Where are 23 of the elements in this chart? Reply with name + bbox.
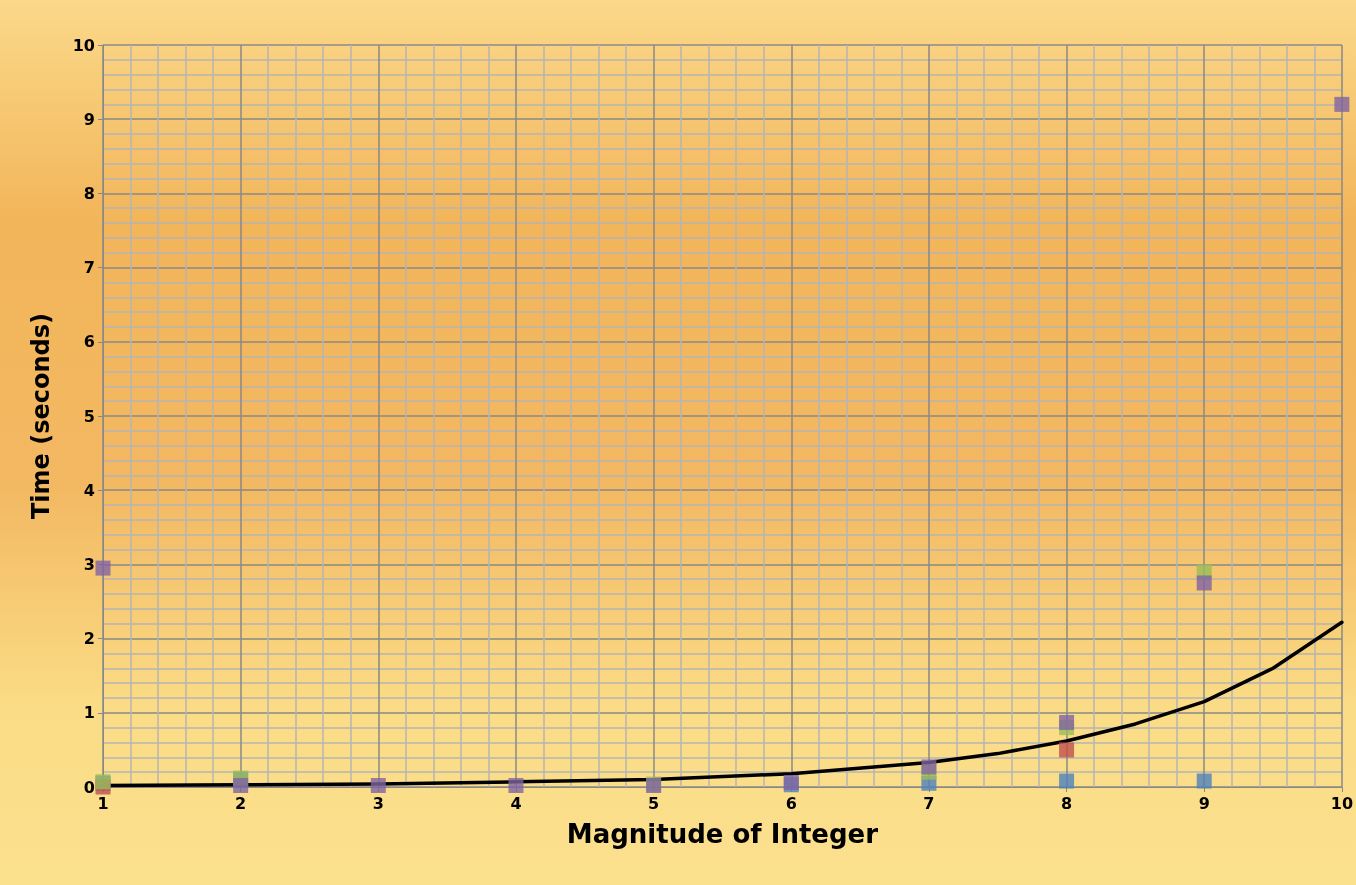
y-tick-label: 2	[83, 629, 95, 649]
y-tick-label: 4	[83, 480, 95, 500]
y-tick-label: 7	[83, 258, 95, 278]
x-tick-label: 4	[510, 793, 522, 813]
y-tick-label: 8	[83, 183, 95, 203]
y-tick-label: 5	[83, 406, 95, 426]
y-axis-title: Time (seconds)	[27, 312, 55, 520]
y-tick-label: 9	[83, 109, 95, 129]
y-tick-label: 6	[83, 332, 95, 352]
x-tick-label: 10	[1330, 793, 1353, 813]
x-tick-label: 8	[1060, 793, 1073, 813]
x-tick-label: 7	[923, 793, 935, 813]
x-axis-title: Magnitude of Integer	[566, 819, 879, 849]
x-tick-label: 3	[372, 793, 384, 813]
x-tick-label: 2	[235, 793, 247, 813]
x-tick-label: 1	[97, 793, 109, 813]
x-tick-label: 5	[648, 793, 660, 813]
y-tick-label: 1	[83, 703, 95, 723]
y-tick-label: 10	[72, 35, 95, 55]
x-tick-label: 6	[785, 793, 797, 813]
x-tick-label: 9	[1198, 793, 1210, 813]
y-tick-label: 0	[83, 777, 95, 797]
y-tick-label: 3	[83, 554, 95, 574]
